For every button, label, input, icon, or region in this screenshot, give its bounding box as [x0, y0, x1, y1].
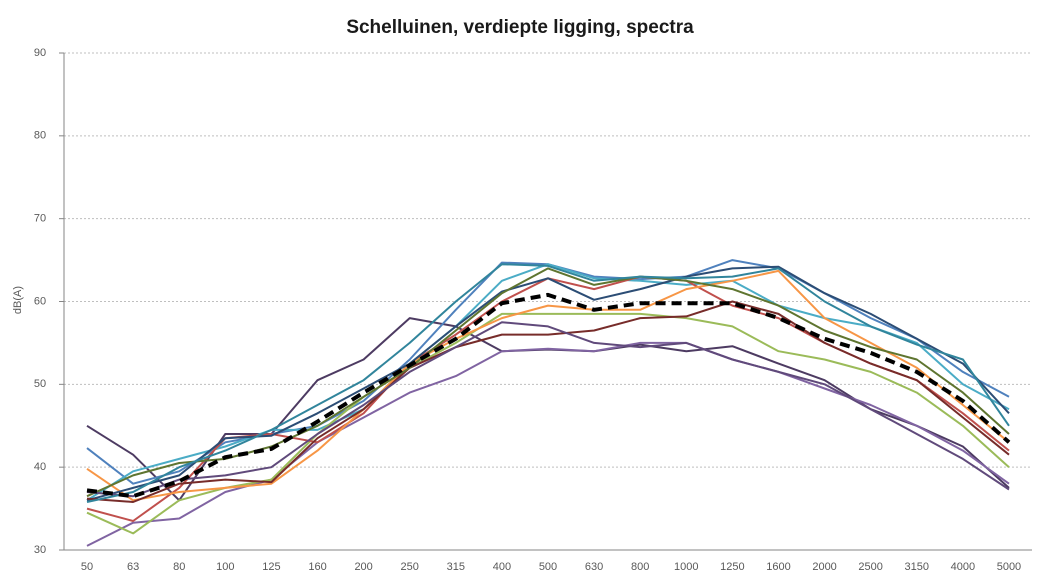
series-line [86, 267, 1010, 498]
series-line [86, 269, 1010, 502]
series-line [86, 312, 1010, 535]
x-tick-label: 80 [173, 561, 185, 573]
x-tick-label: 250 [401, 561, 419, 573]
series-line [86, 300, 1010, 503]
y-tick-label: 70 [34, 213, 46, 225]
x-tick-label: 400 [493, 561, 511, 573]
x-tick-label: 2000 [812, 561, 836, 573]
y-axis-label: dB(A) [12, 286, 24, 314]
x-tick-label: 63 [127, 561, 139, 573]
series-line [86, 292, 1011, 499]
x-tick-label: 125 [262, 561, 280, 573]
x-tick-label: 50 [81, 561, 93, 573]
y-tick-label: 80 [34, 130, 46, 142]
x-tick-label: 315 [447, 561, 465, 573]
y-tick-label: 90 [34, 47, 46, 59]
y-tick-label: 40 [34, 461, 46, 473]
series-line [86, 265, 1010, 502]
x-tick-label: 1000 [674, 561, 698, 573]
series-line [86, 321, 1010, 498]
series-line [86, 341, 1010, 547]
x-tick-label: 800 [631, 561, 649, 573]
x-tick-label: 1250 [720, 561, 744, 573]
x-tick-label: 160 [308, 561, 326, 573]
series-line [86, 263, 1010, 503]
x-tick-label: 4000 [951, 561, 975, 573]
x-tick-label: 100 [216, 561, 234, 573]
y-tick-label: 30 [34, 544, 46, 556]
y-tick-label: 50 [34, 378, 46, 390]
x-tick-label: 630 [585, 561, 603, 573]
x-tick-label: 2500 [858, 561, 882, 573]
series-line [86, 263, 1010, 502]
x-tick-label: 5000 [997, 561, 1021, 573]
x-tick-label: 500 [539, 561, 557, 573]
x-tick-label: 3150 [905, 561, 929, 573]
x-tick-label: 200 [354, 561, 372, 573]
x-tick-label: 1600 [766, 561, 790, 573]
chart-title: Schelluinen, verdiepte ligging, spectra [346, 17, 694, 38]
y-tick-label: 60 [34, 295, 46, 307]
